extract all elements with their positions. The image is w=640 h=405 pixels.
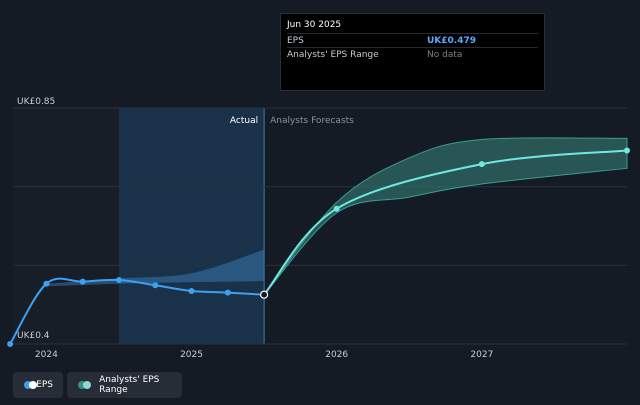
range-bands bbox=[46, 137, 628, 296]
eps-point bbox=[43, 280, 50, 287]
eps-point bbox=[260, 290, 269, 299]
eps-point bbox=[188, 288, 195, 295]
forecast-point bbox=[333, 205, 340, 212]
grid-lines bbox=[13, 107, 627, 345]
series-markers bbox=[7, 147, 630, 347]
tooltip-title: Jun 30 2025 bbox=[287, 20, 342, 30]
forecast-point bbox=[624, 147, 630, 154]
x-tick-label: 2025 bbox=[180, 350, 203, 360]
tooltip-row-range: Analysts' EPS Range No data bbox=[287, 47, 538, 62]
tooltip-label: EPS bbox=[287, 36, 304, 46]
legend-item-eps[interactable]: EPS bbox=[13, 372, 63, 398]
tooltip-row-eps: EPS UK£0.479 bbox=[287, 33, 538, 48]
x-tick-label: 2024 bbox=[35, 350, 58, 360]
legend-label: Analysts' EPS Range bbox=[99, 375, 160, 395]
tooltip-value: No data bbox=[427, 50, 463, 60]
legend-label: EPS bbox=[36, 380, 53, 390]
eps-point bbox=[79, 278, 86, 285]
axis-labels: UK£0.85 UK£0.4 Actual Analysts Forecasts 202… bbox=[17, 97, 493, 360]
eps-point bbox=[7, 341, 14, 347]
eps-point bbox=[152, 282, 159, 289]
eps-point bbox=[115, 277, 122, 284]
range-legend-icon bbox=[78, 381, 91, 389]
forecast-point bbox=[478, 161, 485, 168]
legend-item-eps-range[interactable]: Analysts' EPS Range bbox=[67, 372, 182, 398]
forecast-range-band bbox=[263, 137, 628, 296]
eps-legend-icon bbox=[24, 381, 37, 389]
eps-point bbox=[224, 289, 231, 296]
actual-range-band bbox=[46, 249, 265, 287]
past-shading bbox=[13, 108, 265, 344]
tooltip-label: Analysts' EPS Range bbox=[287, 50, 379, 60]
y-axis-bottom-label: UK£0.4 bbox=[17, 331, 50, 341]
tooltip: Jun 30 2025 EPS UK£0.479 Analysts' EPS R… bbox=[280, 13, 545, 91]
x-tick-label: 2026 bbox=[325, 350, 348, 360]
highlight-region bbox=[118, 108, 265, 344]
forecast-section-label: Analysts Forecasts bbox=[270, 116, 354, 126]
eps-forecast-line bbox=[263, 149, 628, 296]
actual-section-label: Actual bbox=[230, 116, 258, 126]
y-axis-top-label: UK£0.85 bbox=[17, 97, 55, 107]
tooltip-value: UK£0.479 bbox=[427, 36, 477, 46]
x-tick-label: 2027 bbox=[470, 350, 493, 360]
